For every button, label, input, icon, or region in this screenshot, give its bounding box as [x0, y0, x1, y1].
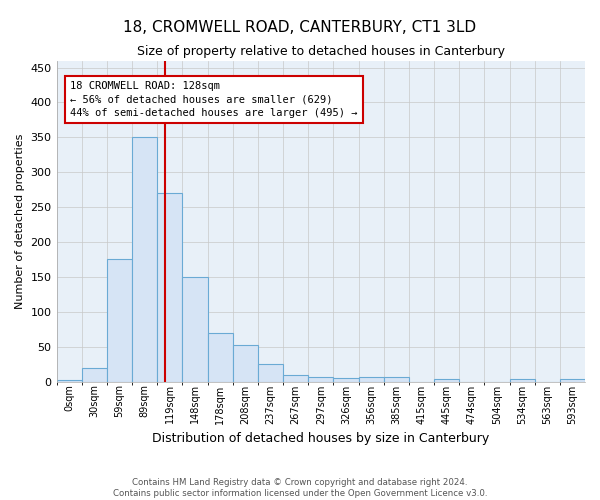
- Text: 18, CROMWELL ROAD, CANTERBURY, CT1 3LD: 18, CROMWELL ROAD, CANTERBURY, CT1 3LD: [124, 20, 476, 35]
- Bar: [359, 378, 383, 382]
- Bar: [82, 368, 107, 382]
- Bar: [56, 380, 82, 382]
- X-axis label: Distribution of detached houses by size in Canterbury: Distribution of detached houses by size …: [152, 432, 490, 445]
- Bar: [308, 378, 334, 382]
- Y-axis label: Number of detached properties: Number of detached properties: [15, 134, 25, 308]
- Text: Contains HM Land Registry data © Crown copyright and database right 2024.
Contai: Contains HM Land Registry data © Crown c…: [113, 478, 487, 498]
- Bar: [233, 344, 258, 382]
- Bar: [107, 260, 132, 382]
- Bar: [132, 138, 157, 382]
- Bar: [157, 193, 182, 382]
- Bar: [560, 378, 585, 382]
- Text: 18 CROMWELL ROAD: 128sqm
← 56% of detached houses are smaller (629)
44% of semi-: 18 CROMWELL ROAD: 128sqm ← 56% of detach…: [70, 82, 358, 118]
- Bar: [509, 378, 535, 382]
- Bar: [334, 378, 359, 382]
- Bar: [182, 277, 208, 382]
- Bar: [383, 376, 409, 382]
- Bar: [434, 378, 459, 382]
- Bar: [258, 364, 283, 382]
- Bar: [208, 332, 233, 382]
- Title: Size of property relative to detached houses in Canterbury: Size of property relative to detached ho…: [137, 45, 505, 58]
- Bar: [283, 374, 308, 382]
